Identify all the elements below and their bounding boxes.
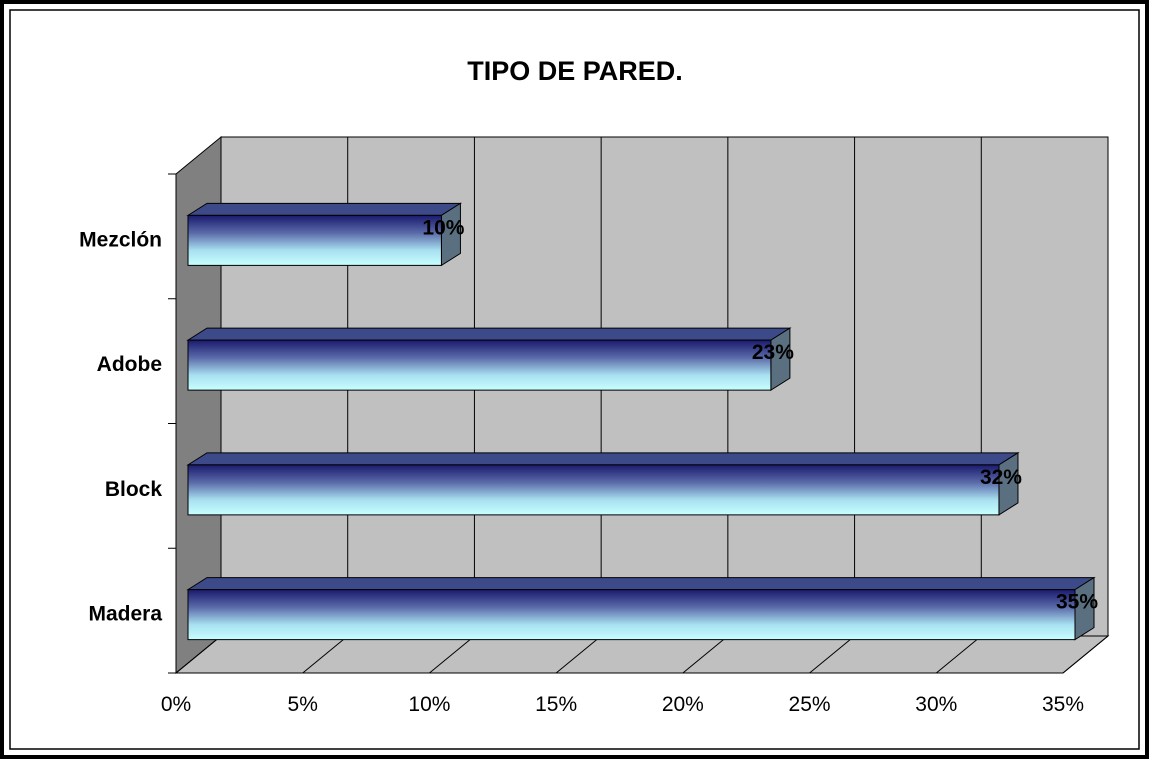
bar-top <box>186 327 792 341</box>
floor-gridline <box>1062 635 1109 674</box>
floor-gridline <box>302 635 349 674</box>
chart-title: TIPO DE PARED. <box>467 56 683 86</box>
x-tick-label: 30% <box>915 693 957 716</box>
bar-top <box>186 577 1096 591</box>
floor-gridline <box>682 635 729 674</box>
x-tick-label: 5% <box>288 693 318 716</box>
bar <box>187 339 772 391</box>
floor-gridline <box>555 635 602 674</box>
category-label: Mezclón <box>79 228 162 251</box>
category-label: Adobe <box>97 353 162 376</box>
category-label: Madera <box>88 603 162 626</box>
floor <box>174 635 1110 674</box>
data-label: 10% <box>422 216 464 239</box>
floor-gridline <box>935 635 982 674</box>
x-tick-label: 20% <box>662 693 704 716</box>
data-label: 35% <box>1056 591 1098 614</box>
bar <box>187 464 1000 516</box>
x-tick-label: 0% <box>161 693 191 716</box>
bar <box>187 214 442 266</box>
inner-frame <box>9 9 1140 750</box>
x-tick-label: 35% <box>1042 693 1084 716</box>
bar-top <box>186 202 463 216</box>
x-tick-label: 25% <box>789 693 831 716</box>
bar-top <box>186 452 1020 466</box>
floor-gridline <box>175 635 222 674</box>
data-label: 23% <box>752 341 794 364</box>
category-label: Block <box>105 478 163 501</box>
x-tick-label: 15% <box>535 693 577 716</box>
plot-area: 0% 5% 10% 15% 20% 25% 30% 35% Mezclón 10% Adobe 23%… <box>79 135 1110 716</box>
data-label: 32% <box>980 466 1022 489</box>
x-tick-label: 10% <box>408 693 450 716</box>
bar <box>187 589 1076 641</box>
floor-gridline <box>809 635 855 674</box>
floor-gridline <box>429 635 475 674</box>
